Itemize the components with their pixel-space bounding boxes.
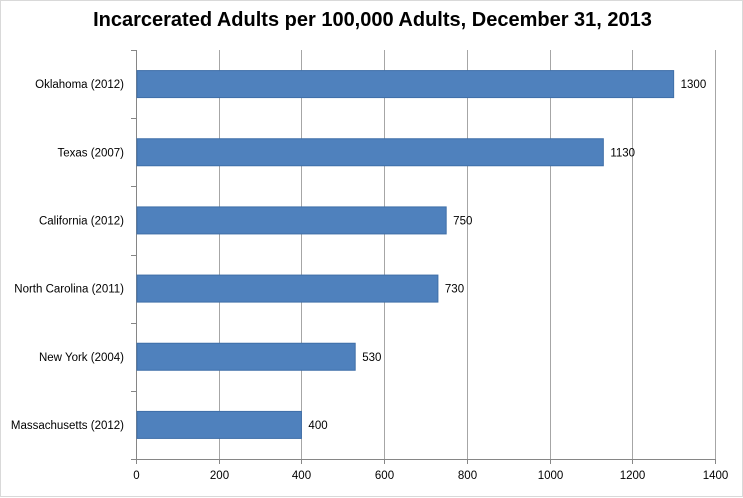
category-label-0: Oklahoma (2012) [35, 79, 124, 91]
chart-title: Incarcerated Adults per 100,000 Adults, … [93, 9, 652, 31]
data-label-4: 530 [362, 352, 381, 364]
bar-2 [136, 206, 447, 235]
category-label-5: Massachusetts (2012) [11, 420, 124, 432]
category-label-3: North Carolina (2011) [14, 284, 124, 296]
x-tick-label-7: 1400 [703, 470, 729, 482]
x-tick-label-2: 400 [292, 470, 311, 482]
category-label-2: California (2012) [39, 215, 124, 227]
x-tick-label-4: 800 [458, 470, 477, 482]
bar-1 [136, 138, 604, 167]
data-label-1: 1130 [610, 147, 635, 159]
data-label-0: 1300 [681, 79, 707, 91]
category-label-1: Texas (2007) [58, 147, 125, 159]
bar-0 [136, 70, 675, 99]
x-tick-label-0: 0 [133, 470, 139, 482]
x-tick-label-5: 1000 [538, 470, 564, 482]
category-label-4: New York (2004) [39, 352, 124, 364]
bar-3 [136, 274, 439, 303]
bar-5 [136, 410, 302, 439]
data-label-2: 750 [453, 215, 472, 227]
x-tick-label-3: 600 [375, 470, 394, 482]
bar-4 [136, 342, 356, 371]
x-tick-label-6: 1200 [620, 470, 646, 482]
x-tick-label-1: 200 [210, 470, 229, 482]
data-label-5: 400 [308, 420, 327, 432]
data-label-3: 730 [445, 284, 464, 296]
